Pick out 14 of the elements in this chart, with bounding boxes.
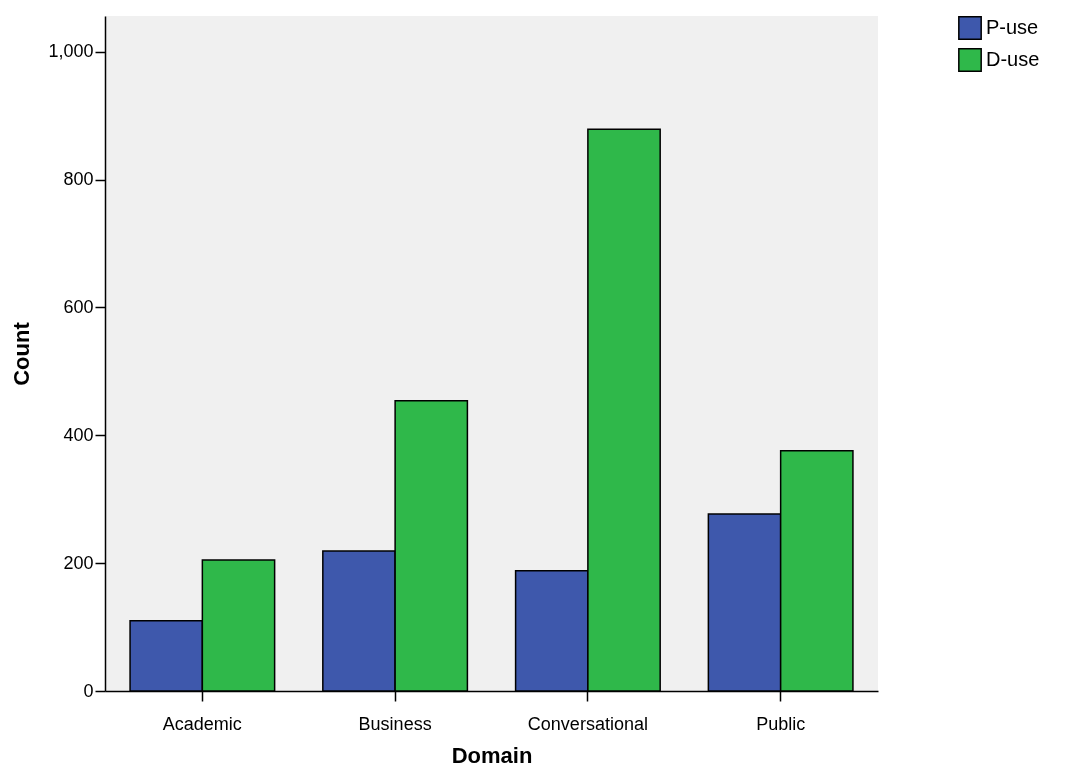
x-tick-label: Public [756,713,806,734]
y-tick-label: 0 [83,680,94,701]
y-tick-label: 400 [63,424,94,445]
x-tick-label: Business [358,713,432,734]
y-tick-label: 800 [63,169,94,190]
x-tick-label: Conversational [527,713,648,734]
y-tick-label: 1,000 [48,41,94,62]
legend-label: D-use [986,48,1040,70]
y-tick-label: 600 [63,296,94,317]
x-axis-title: Domain [451,742,533,768]
x-tick-label: Academic [162,713,242,734]
y-axis-title: Count [9,321,35,386]
legend-label: P-use [986,16,1039,38]
y-tick-label: 200 [63,552,94,573]
